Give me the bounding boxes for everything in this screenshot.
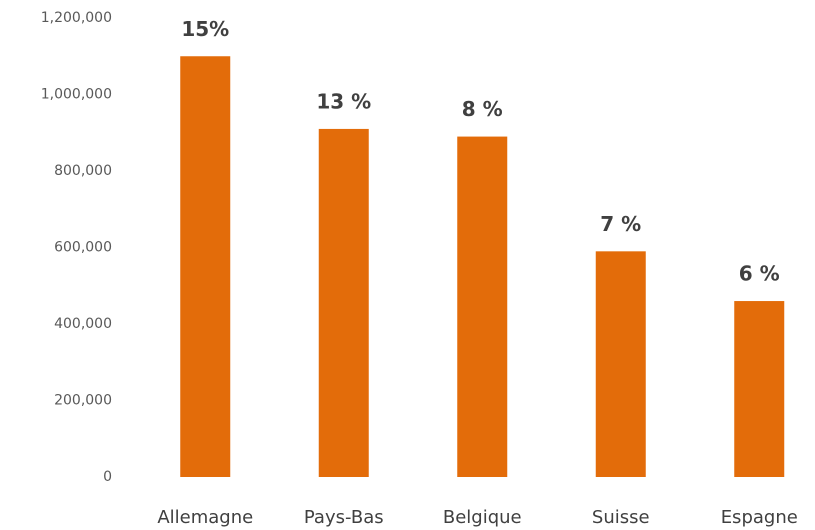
bar (595, 251, 646, 477)
bar-annotation: 8 % (462, 97, 503, 121)
bar-annotation: 15% (181, 17, 229, 41)
bar-annotation: 7 % (600, 212, 641, 236)
bar (318, 128, 369, 478)
y-tick-label: 0 (103, 469, 112, 485)
x-tick-label: Suisse (592, 507, 650, 528)
x-tick-label: Espagne (721, 507, 798, 528)
y-tick-label: 1,000,000 (41, 87, 112, 103)
x-tick-label: Belgique (443, 507, 522, 528)
bar (180, 56, 231, 477)
y-tick-label: 600,000 (54, 240, 112, 256)
y-tick-label: 400,000 (54, 316, 112, 332)
y-tick-label: 200,000 (54, 393, 112, 409)
x-tick-label: Allemagne (157, 507, 253, 528)
bar-annotation: 13 % (316, 89, 371, 113)
bar (734, 301, 785, 477)
bar-annotation: 6 % (739, 262, 780, 286)
y-tick-label: 800,000 (54, 163, 112, 179)
bar (457, 136, 508, 477)
x-tick-label: Pays-Bas (304, 507, 384, 528)
y-tick-label: 1,200,000 (41, 10, 112, 26)
